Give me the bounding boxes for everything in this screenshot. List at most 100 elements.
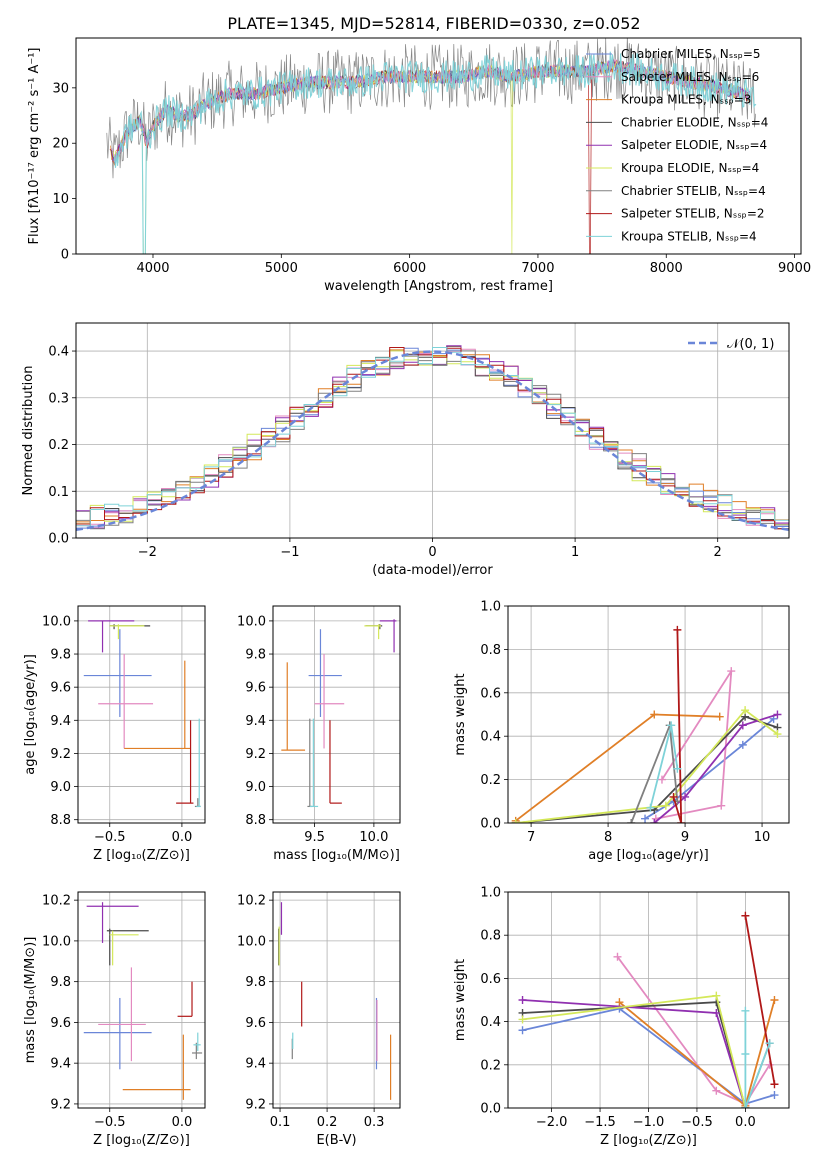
errorbar-point xyxy=(329,720,342,804)
errorbar-point xyxy=(309,718,319,808)
data-marker xyxy=(773,730,782,739)
y-tick-label: 9.4 xyxy=(50,1057,71,1072)
x-tick-label: 7000 xyxy=(521,261,554,276)
x-tick-label: 4000 xyxy=(136,261,169,276)
x-axis-label: mass [log₁₀(M/M⊙)] xyxy=(273,848,400,863)
y-tick-label: 0.3 xyxy=(48,391,69,406)
errorbar-point xyxy=(88,620,135,653)
data-marker xyxy=(715,712,724,721)
panel-mass_vs_z xyxy=(74,892,205,1112)
x-tick-label: 8000 xyxy=(650,261,683,276)
errorbar-point xyxy=(86,902,139,943)
errorbar-point xyxy=(193,1032,201,1051)
panel-weight_vs_z xyxy=(504,891,789,1112)
series-line xyxy=(672,629,683,823)
x-tick-label: 0.3 xyxy=(364,1115,385,1130)
y-tick-label: 0.1 xyxy=(48,485,69,500)
series-line xyxy=(744,915,776,1085)
y-tick-label: 9.6 xyxy=(50,681,71,696)
axes-frame xyxy=(77,605,206,824)
y-tick-label: 0.6 xyxy=(480,972,501,987)
data-marker xyxy=(773,710,782,719)
errorbars-mass_vs_ebv xyxy=(278,902,392,1100)
x-tick-label: 0.1 xyxy=(270,1115,291,1130)
x-axis-label: wavelength [Angstrom, rest frame] xyxy=(324,279,553,294)
y-axis-label: mass weight xyxy=(453,959,468,1041)
histogram-step xyxy=(76,347,789,527)
y-tick-label: 0.4 xyxy=(48,345,69,360)
y-axis-label: Flux [fλ10⁻¹⁷ erg cm⁻² s⁻¹ A⁻¹] xyxy=(27,48,42,245)
x-tick-label: −1 xyxy=(280,545,299,560)
axes-frame xyxy=(507,891,790,1109)
y-tick-label: 9.6 xyxy=(245,681,266,696)
y-tick-label: 0.6 xyxy=(480,686,501,701)
data-marker xyxy=(681,792,690,801)
legend-entry: Chabrier STELIB, Nₛₛₚ=4 xyxy=(621,184,766,198)
histograms xyxy=(76,345,789,532)
spectrum-line xyxy=(113,51,757,254)
data-marker xyxy=(615,998,624,1007)
errorbar-point xyxy=(176,720,194,804)
errorbar-point xyxy=(307,718,313,808)
data-marker xyxy=(518,996,527,1004)
x-tick-label: −0.5 xyxy=(94,1115,126,1130)
errorbar-point xyxy=(122,1034,191,1100)
data-marker xyxy=(613,952,622,961)
y-tick-label: 0.8 xyxy=(480,643,501,658)
x-tick-label: −1.5 xyxy=(584,1115,616,1130)
legend-entry: Kroupa ELODIE, Nₛₛₚ=4 xyxy=(621,161,759,175)
y-tick-label: 9.6 xyxy=(245,1016,266,1031)
data-marker xyxy=(677,819,686,823)
y-tick-label: 9.8 xyxy=(50,648,71,663)
lines-weight_vs_z xyxy=(518,911,779,1108)
x-tick-label: 0 xyxy=(428,545,436,560)
y-tick-label: 0.8 xyxy=(480,929,501,944)
x-axis-label: (data-model)/error xyxy=(372,563,493,578)
series-line xyxy=(522,1007,775,1105)
errorbar-point xyxy=(308,629,342,717)
errorbar-point xyxy=(98,654,154,749)
x-tick-label: 2 xyxy=(714,545,722,560)
data-marker xyxy=(673,764,682,773)
data-marker xyxy=(669,792,678,801)
data-marker xyxy=(518,1026,527,1035)
errorbar-point xyxy=(109,624,151,630)
x-tick-label: 9000 xyxy=(778,261,811,276)
y-axis-label: mass [log₁₀(M/M⊙)] xyxy=(23,937,38,1064)
y-tick-label: 0.4 xyxy=(480,730,501,745)
panel-age_vs_z xyxy=(74,606,205,827)
series-line xyxy=(744,1010,771,1108)
errorbar-point xyxy=(109,930,139,966)
data-marker xyxy=(770,996,779,1004)
axes-frame xyxy=(507,605,790,824)
y-tick-label: 9.4 xyxy=(245,714,266,729)
axes-frame xyxy=(272,605,401,824)
errorbar-point xyxy=(379,619,397,653)
x-tick-label: 5000 xyxy=(265,261,298,276)
x-tick-label: 6000 xyxy=(393,261,426,276)
data-marker xyxy=(646,803,655,812)
y-tick-label: 10.2 xyxy=(42,894,71,909)
y-tick-label: 9.2 xyxy=(245,1097,266,1112)
y-tick-label: 1.0 xyxy=(480,886,501,901)
y-tick-label: 9.8 xyxy=(50,975,71,990)
legend-entry: 𝒩(0, 1) xyxy=(727,337,774,352)
data-marker xyxy=(770,1091,779,1100)
errorbars-mass_vs_z xyxy=(83,902,203,1100)
y-tick-label: 9.2 xyxy=(50,1097,71,1112)
errorbar-point xyxy=(124,660,191,750)
legend-entry: Kroupa MILES, Nₛₛₚ=3 xyxy=(621,93,751,107)
y-tick-label: 10.0 xyxy=(42,614,71,629)
x-axis-label: Z [log₁₀(Z/Z⊙)] xyxy=(93,1133,190,1148)
data-marker xyxy=(511,819,520,823)
data-marker xyxy=(741,1104,750,1108)
y-axis-label: age [log₁₀(age/yr)] xyxy=(23,654,38,775)
y-tick-label: 0.0 xyxy=(48,532,69,547)
legend-entry: Chabrier MILES, Nₛₛₚ=5 xyxy=(621,47,761,61)
series-line xyxy=(515,708,779,823)
data-marker xyxy=(765,1060,774,1069)
x-tick-label: 1 xyxy=(571,545,579,560)
y-tick-label: 9.8 xyxy=(245,975,266,990)
y-tick-label: 9.0 xyxy=(50,780,71,795)
